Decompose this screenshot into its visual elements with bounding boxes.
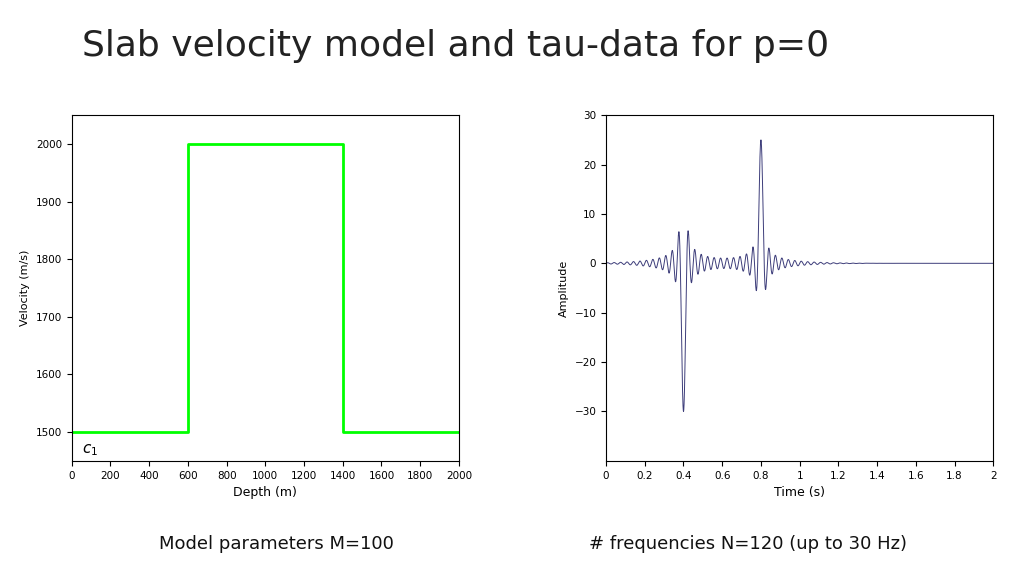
Text: Model parameters M=100: Model parameters M=100 <box>159 535 394 553</box>
X-axis label: Depth (m): Depth (m) <box>233 486 297 499</box>
Y-axis label: Velocity (m/s): Velocity (m/s) <box>20 250 30 326</box>
Text: $c_1$: $c_1$ <box>82 442 98 458</box>
Text: Slab velocity model and tau-data for p=0: Slab velocity model and tau-data for p=0 <box>82 29 829 63</box>
Text: # frequencies N=120 (up to 30 Hz): # frequencies N=120 (up to 30 Hz) <box>589 535 906 553</box>
X-axis label: Time (s): Time (s) <box>774 486 825 499</box>
Y-axis label: Amplitude: Amplitude <box>559 259 569 317</box>
